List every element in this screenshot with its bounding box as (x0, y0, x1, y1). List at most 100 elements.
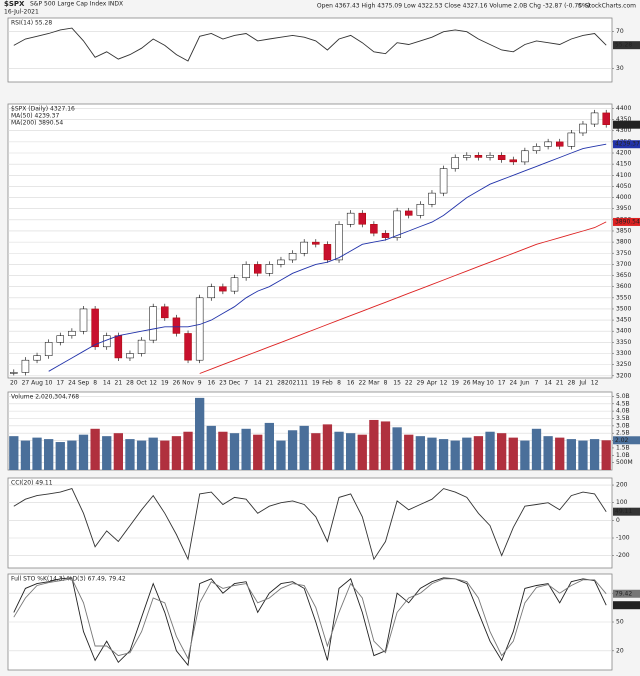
x-tick-label: 27 (22, 380, 30, 387)
volume-bar (392, 427, 402, 470)
y-tick-label: 3750 (616, 250, 631, 257)
volume-bar (543, 436, 553, 470)
candle (172, 317, 181, 334)
x-tick-label: 19 (161, 380, 169, 387)
y-tick-label: 4.0B (616, 408, 630, 415)
candle (230, 277, 239, 292)
series-line (13, 488, 607, 561)
candle (393, 210, 401, 238)
candle (590, 112, 599, 125)
y-tick-label: 30 (616, 65, 624, 72)
volume-bar (520, 440, 530, 470)
volume-bar (67, 440, 77, 470)
last-value-tag (613, 436, 640, 445)
y-tick-label: 3400 (616, 328, 631, 335)
volume-bar (334, 431, 344, 470)
y-tick-label: 4150 (616, 161, 631, 168)
candle (381, 232, 390, 238)
volume-bar (462, 437, 472, 470)
x-tick-label: 20 (10, 380, 18, 387)
volume-bar (497, 433, 507, 470)
volume-bar (218, 431, 228, 470)
candle (277, 259, 285, 265)
x-tick-label: 8 (93, 380, 97, 387)
panel (7, 17, 613, 83)
y-tick-label: 3500 (616, 305, 631, 312)
x-tick-label: 22 (405, 380, 413, 387)
x-tick-label: 17 (56, 380, 64, 387)
volume-bar (78, 434, 89, 470)
candle (335, 224, 343, 261)
x-tick-label: 22 (358, 380, 366, 387)
candle (195, 297, 204, 361)
x-tick-label: 26 (463, 380, 471, 387)
candle (91, 308, 99, 348)
y-tick-label: 200 (616, 482, 628, 489)
x-tick-label: Dec (229, 380, 241, 387)
x-tick-label: Nov (182, 380, 194, 387)
candle (126, 353, 134, 359)
candle (79, 308, 88, 332)
candle (265, 264, 274, 274)
volume-bar (44, 439, 54, 470)
volume-bar (566, 439, 576, 470)
y-tick-label: 3850 (616, 227, 631, 234)
volume-bar (9, 436, 19, 470)
candle (207, 286, 216, 299)
x-tick-label: 24 (68, 380, 76, 387)
y-tick-label: 500M (616, 459, 633, 466)
series-line (199, 221, 607, 374)
candle (300, 241, 308, 254)
candle (288, 253, 297, 261)
x-tick-label: 28 (568, 380, 576, 387)
y-tick-label: 3250 (616, 361, 631, 368)
volume-bar (427, 437, 437, 470)
x-tick-label: 12 (591, 380, 599, 387)
candle (323, 244, 332, 261)
candle (10, 372, 18, 374)
x-tick-label: 14 (103, 380, 111, 387)
volume-bar (55, 442, 65, 470)
candle (439, 168, 448, 194)
candle (358, 212, 367, 225)
panel-title: RSI(14) 55.28 (11, 20, 52, 27)
credit: © StockCharts.com (577, 3, 636, 10)
candle (579, 123, 587, 134)
volume-bar (485, 431, 495, 470)
y-tick-label: 3550 (616, 294, 631, 301)
x-tick-label: 12 (440, 380, 448, 387)
volume-bar (346, 433, 356, 470)
volume-bar (438, 439, 449, 470)
volume-bar (20, 440, 31, 470)
panel-title: CCI(20) 49.11 (11, 480, 53, 487)
y-tick-label: 70 (616, 28, 624, 35)
x-tick-label: Mar (368, 380, 380, 387)
candle (555, 141, 564, 147)
candle (149, 306, 157, 341)
last-value-label: 55.28 (615, 42, 632, 49)
x-tick-label: Sep (78, 380, 90, 387)
quote: Open 4367.43 High 4375.09 Low 4322.53 Cl… (317, 3, 590, 10)
candle (463, 154, 471, 158)
last-value-tag (613, 140, 640, 149)
series-line (13, 27, 607, 62)
y-tick-label: 3300 (616, 350, 631, 357)
volume-bar (241, 428, 251, 470)
y-tick-label: 3700 (616, 261, 631, 268)
last-value-label: 2.02 (615, 437, 629, 444)
y-tick-label: 2.5B (616, 430, 630, 437)
volume-bar (601, 440, 611, 470)
y-tick-label: 4200 (616, 150, 631, 157)
x-tick-label: 17 (498, 380, 506, 387)
candle (114, 335, 123, 359)
volume-bar (589, 439, 600, 470)
x-tick-label: 21 (115, 380, 123, 387)
candle (44, 342, 53, 356)
volume-bar (195, 397, 205, 470)
y-tick-label: 3800 (616, 239, 631, 246)
y-tick-label: 4400 (616, 105, 631, 112)
last-value-label: 79.42 (615, 590, 632, 597)
volume-bar (136, 440, 147, 470)
volume-bar (299, 425, 309, 470)
candle (486, 154, 494, 158)
